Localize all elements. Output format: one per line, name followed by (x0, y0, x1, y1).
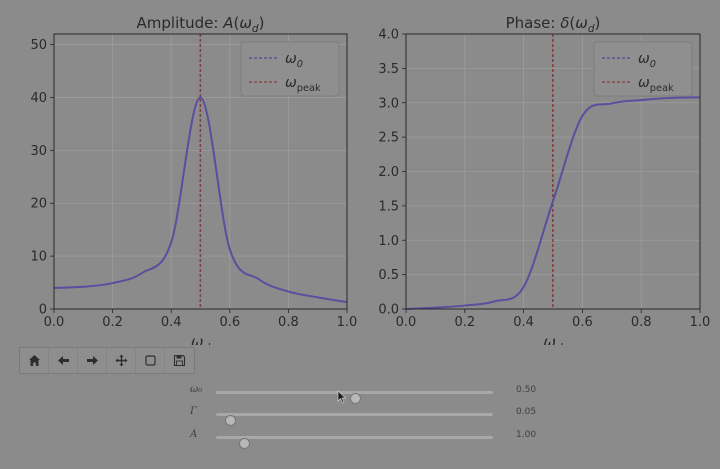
chart-title: Amplitude: A(ωd​) (137, 14, 265, 35)
x-tick-label: 0.6 (219, 315, 240, 330)
slider-value: 0.05 (516, 407, 537, 417)
x-axis-label: ωd​ (543, 333, 563, 345)
chart-title: Phase: δ(ωd​) (506, 14, 601, 35)
slider-label: Γ (190, 406, 197, 417)
zoom-rect-icon (144, 355, 156, 366)
y-tick-label: 0.0 (378, 303, 399, 318)
y-tick-label: 3.5 (378, 62, 399, 77)
y-tick-label: 0 (39, 303, 47, 318)
plot-frame (405, 33, 701, 310)
slider-track[interactable] (216, 436, 493, 449)
x-tick-label: 1.0 (337, 315, 358, 330)
slider-amplitude: A 1.00 (190, 429, 550, 449)
amplitude-plot: 0.0 0.2 0.4 0.6 0.8 1.0 0 10 20 30 40 50 Amplitude: … (30, 14, 357, 345)
y-tick-label: 2.0 (378, 165, 399, 180)
y-tick-label: 20 (30, 197, 47, 212)
home-button[interactable] (20, 348, 49, 373)
navigation-toolbar (19, 347, 195, 374)
x-tick-label: 0.2 (454, 315, 475, 330)
save-button[interactable] (165, 348, 194, 373)
figure-canvas: 0.0 0.2 0.4 0.6 0.8 1.0 0 10 20 30 40 50 Amplitude: … (30, 14, 710, 345)
slider-track[interactable] (216, 391, 493, 404)
y-tick-label: 40 (30, 91, 47, 106)
y-tick-label: 1.0 (378, 234, 399, 249)
slider-label: ω₀ (190, 384, 203, 395)
y-tick-label: 10 (30, 250, 47, 265)
y-tick-label: 30 (30, 144, 47, 159)
x-tick-label: 1.0 (690, 315, 711, 330)
back-arrow-icon (57, 356, 69, 365)
slider-value: 0.50 (516, 385, 537, 395)
back-button[interactable] (49, 348, 78, 373)
slider-handle[interactable] (238, 438, 250, 449)
slider-handle[interactable] (349, 393, 361, 404)
x-axis-label: ωd​ (191, 333, 211, 345)
phase-plot: 0.0 0.2 0.4 0.6 0.8 1.0 0.0 0.5 1.0 1.5 2.0 2.5 3.0 3… (378, 14, 710, 345)
plot-frame (53, 33, 348, 310)
forward-button[interactable] (78, 348, 107, 373)
forward-arrow-icon (86, 356, 98, 365)
slider-label: A (190, 429, 198, 440)
pan-icon (115, 354, 127, 367)
x-tick-label: 0.4 (161, 315, 182, 330)
y-tick-label: 1.5 (378, 199, 399, 214)
x-tick-label: 0.6 (572, 315, 593, 330)
x-tick-label: 0.0 (396, 315, 417, 330)
legend-entry: ω0​ (285, 51, 303, 70)
y-tick-label: 2.5 (378, 131, 399, 146)
zoom-button[interactable] (136, 348, 165, 373)
mouse-cursor-icon (337, 390, 347, 404)
save-icon (173, 354, 186, 367)
legend-entry: ω0​ (638, 51, 656, 70)
x-tick-label: 0.8 (631, 315, 652, 330)
slider-track[interactable] (216, 413, 493, 426)
x-tick-label: 0.8 (278, 315, 299, 330)
pan-button[interactable] (107, 348, 136, 373)
y-tick-label: 3.0 (378, 96, 399, 111)
home-icon (28, 355, 40, 366)
y-tick-label: 4.0 (378, 28, 399, 43)
slider-handle[interactable] (224, 415, 236, 426)
legend-entry: ωpeak​ (285, 75, 321, 94)
slider-value: 1.00 (516, 430, 537, 440)
y-tick-label: 50 (30, 38, 47, 53)
x-tick-label: 0.4 (513, 315, 534, 330)
x-tick-label: 0.2 (102, 315, 123, 330)
x-tick-label: 0.0 (44, 315, 65, 330)
slider-gamma: Γ 0.05 (190, 406, 550, 426)
y-tick-label: 0.5 (378, 268, 399, 283)
legend-entry: ωpeak​ (638, 75, 674, 94)
slider-omega0: ω₀ 0.50 (190, 384, 550, 404)
